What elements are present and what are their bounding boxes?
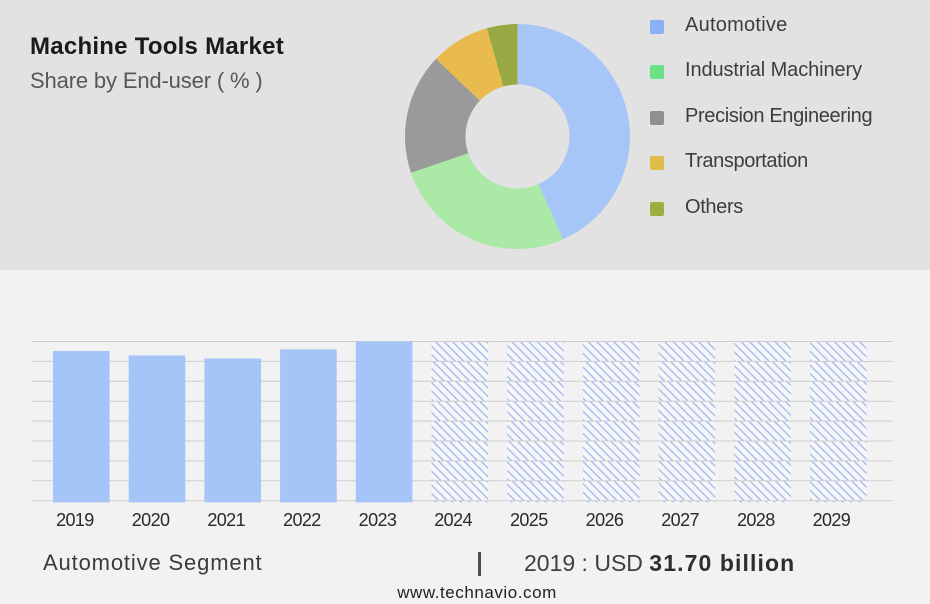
- svg-text:2026: 2026: [586, 510, 624, 530]
- svg-text:2023: 2023: [359, 510, 397, 530]
- svg-text:2024: 2024: [434, 510, 472, 530]
- svg-text:2019: 2019: [56, 510, 94, 530]
- svg-text:2029: 2029: [813, 510, 851, 530]
- svg-text:2021: 2021: [207, 510, 245, 530]
- svg-text:2025: 2025: [510, 510, 548, 530]
- svg-text:2027: 2027: [661, 510, 699, 530]
- svg-text:2020: 2020: [132, 510, 170, 530]
- svg-text:2028: 2028: [737, 510, 775, 530]
- svg-text:2022: 2022: [283, 510, 321, 530]
